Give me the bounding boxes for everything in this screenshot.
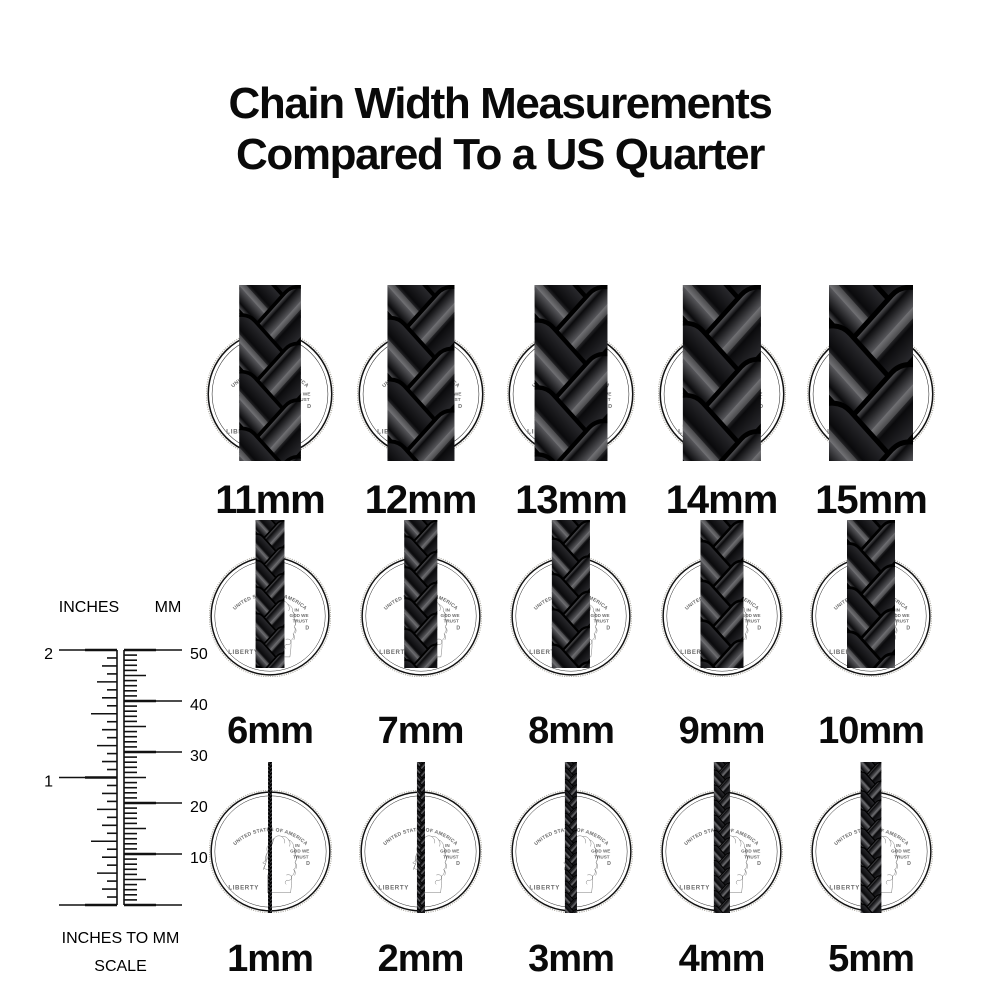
svg-text:TRUST: TRUST xyxy=(443,854,459,859)
svg-text:IN: IN xyxy=(295,843,300,848)
svg-text:TRUST: TRUST xyxy=(744,619,759,624)
svg-text:D: D xyxy=(608,404,612,410)
svg-text:D: D xyxy=(456,625,460,631)
svg-text:IN: IN xyxy=(445,608,450,613)
svg-text:LIBERTY: LIBERTY xyxy=(228,885,259,892)
svg-text:GOD WE: GOD WE xyxy=(741,849,760,854)
svg-text:TRUST: TRUST xyxy=(443,619,458,624)
svg-text:TRUST: TRUST xyxy=(594,619,609,624)
svg-text:SCALE: SCALE xyxy=(94,958,146,975)
svg-text:D: D xyxy=(757,625,761,631)
svg-text:2: 2 xyxy=(44,646,53,663)
svg-text:GOD WE: GOD WE xyxy=(591,849,610,854)
svg-text:D: D xyxy=(305,625,309,631)
svg-text:D: D xyxy=(456,861,460,867)
svg-text:IN: IN xyxy=(445,843,450,848)
svg-text:GOD WE: GOD WE xyxy=(290,849,309,854)
svg-text:D: D xyxy=(757,861,761,867)
svg-text:IN: IN xyxy=(746,843,751,848)
svg-text:INCHES TO MM: INCHES TO MM xyxy=(62,930,180,947)
svg-text:GOD WE: GOD WE xyxy=(290,613,309,618)
svg-text:IN: IN xyxy=(595,608,600,613)
svg-text:GOD WE: GOD WE xyxy=(741,613,760,618)
svg-text:GOD WE: GOD WE xyxy=(440,849,459,854)
svg-text:GOD WE: GOD WE xyxy=(440,613,459,618)
svg-text:D: D xyxy=(458,404,462,410)
svg-text:D: D xyxy=(907,861,911,867)
svg-text:20: 20 xyxy=(190,799,208,816)
svg-text:IN: IN xyxy=(746,608,751,613)
svg-text:GOD WE: GOD WE xyxy=(891,849,910,854)
svg-text:D: D xyxy=(307,404,311,410)
svg-text:IN: IN xyxy=(596,843,601,848)
svg-text:LIBERTY: LIBERTY xyxy=(378,885,409,892)
svg-text:IN: IN xyxy=(294,608,299,613)
svg-text:IN: IN xyxy=(895,608,900,613)
svg-text:TRUST: TRUST xyxy=(293,854,309,859)
svg-text:IN: IN xyxy=(896,843,901,848)
svg-text:TRUST: TRUST xyxy=(293,619,308,624)
svg-text:INCHES: INCHES xyxy=(59,599,119,616)
svg-text:TRUST: TRUST xyxy=(894,619,909,624)
svg-text:D: D xyxy=(906,625,910,631)
svg-text:D: D xyxy=(607,861,611,867)
svg-text:LIBERTY: LIBERTY xyxy=(829,885,860,892)
svg-text:TRUST: TRUST xyxy=(594,854,610,859)
svg-text:50: 50 xyxy=(190,646,208,663)
svg-text:10: 10 xyxy=(190,850,208,867)
svg-text:D: D xyxy=(306,861,310,867)
svg-text:MM: MM xyxy=(155,599,182,616)
svg-text:LIBERTY: LIBERTY xyxy=(679,885,710,892)
svg-text:LIBERTY: LIBERTY xyxy=(228,649,258,656)
svg-text:D: D xyxy=(606,625,610,631)
svg-text:TRUST: TRUST xyxy=(894,854,910,859)
svg-text:1: 1 xyxy=(44,774,53,791)
svg-text:LIBERTY: LIBERTY xyxy=(529,885,560,892)
svg-text:GOD WE: GOD WE xyxy=(591,613,610,618)
svg-text:TRUST: TRUST xyxy=(744,854,760,859)
